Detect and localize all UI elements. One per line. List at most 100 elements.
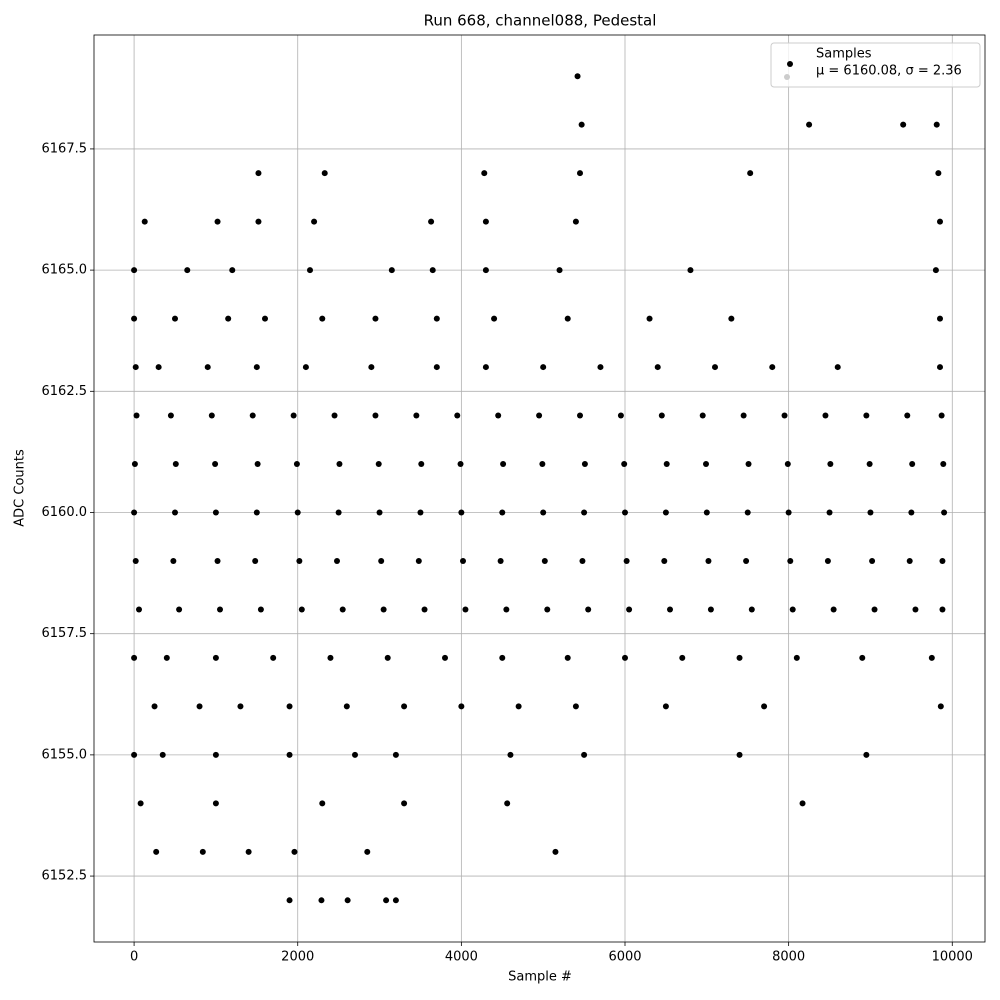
point [507, 751, 514, 758]
point [736, 751, 743, 758]
point [940, 461, 947, 468]
point [428, 218, 435, 225]
point [133, 412, 140, 419]
point [383, 897, 390, 904]
x-tick-label: 10000 [932, 950, 973, 965]
point [932, 267, 939, 274]
point [413, 412, 420, 419]
point [745, 461, 752, 468]
point [748, 606, 755, 613]
point [170, 557, 177, 564]
y-tick-label: 6162.5 [42, 384, 88, 399]
point [311, 218, 318, 225]
point [515, 703, 522, 710]
point [912, 606, 919, 613]
point [319, 315, 326, 322]
point [212, 461, 219, 468]
point [939, 557, 946, 564]
point [137, 800, 144, 807]
point [454, 412, 461, 419]
point [499, 654, 506, 661]
point [663, 461, 670, 468]
point [319, 800, 326, 807]
point [863, 751, 870, 758]
legend-note: μ = 6160.08, σ = 2.36 [816, 64, 962, 79]
y-tick-label: 6152.5 [42, 869, 88, 884]
point [131, 461, 138, 468]
point [343, 703, 350, 710]
point [623, 557, 630, 564]
point [298, 606, 305, 613]
point [906, 557, 913, 564]
y-tick-label: 6155.0 [42, 747, 88, 762]
point [784, 461, 791, 468]
point [572, 703, 579, 710]
point [132, 364, 139, 371]
point [460, 557, 466, 564]
point [909, 461, 916, 468]
point [540, 509, 547, 516]
point [388, 267, 395, 274]
point [622, 654, 628, 661]
point [824, 557, 831, 564]
point [245, 848, 252, 855]
point [941, 509, 948, 516]
point [237, 703, 244, 710]
point [769, 364, 776, 371]
point [871, 606, 878, 613]
point [392, 751, 399, 758]
point [540, 364, 547, 371]
point [212, 751, 219, 758]
point [380, 606, 387, 613]
legend-label: Samples [816, 47, 872, 62]
point [822, 412, 829, 419]
point [335, 509, 342, 516]
point [761, 703, 768, 710]
point [176, 606, 183, 613]
point [257, 606, 264, 613]
point [577, 170, 583, 177]
point [462, 606, 469, 613]
point [141, 218, 148, 225]
point [908, 509, 915, 516]
point [935, 170, 942, 177]
point [482, 267, 489, 274]
point [539, 461, 546, 468]
point [869, 557, 876, 564]
point [270, 654, 277, 661]
point [556, 267, 563, 274]
point [500, 461, 507, 468]
point [208, 412, 215, 419]
point [499, 509, 506, 516]
point [286, 897, 293, 904]
point [578, 121, 585, 128]
point [458, 509, 465, 516]
point [262, 315, 268, 322]
point [291, 848, 298, 855]
point [536, 412, 543, 419]
point [131, 267, 138, 274]
point [196, 703, 203, 710]
point [939, 606, 946, 613]
point [131, 509, 138, 516]
point [938, 412, 945, 419]
point [712, 364, 718, 371]
point [172, 461, 179, 468]
point [867, 509, 874, 516]
point [372, 315, 379, 322]
points [131, 73, 948, 904]
x-tick-label: 8000 [772, 950, 805, 965]
legend-marker [787, 61, 793, 67]
point [296, 557, 303, 564]
y-tick-label: 6167.5 [42, 141, 88, 156]
point [482, 364, 489, 371]
point [368, 364, 375, 371]
point [199, 848, 206, 855]
legend-marker-note [784, 74, 790, 80]
point [131, 654, 138, 661]
point [286, 751, 293, 758]
point [495, 412, 502, 419]
point [806, 121, 813, 128]
point [217, 606, 223, 613]
